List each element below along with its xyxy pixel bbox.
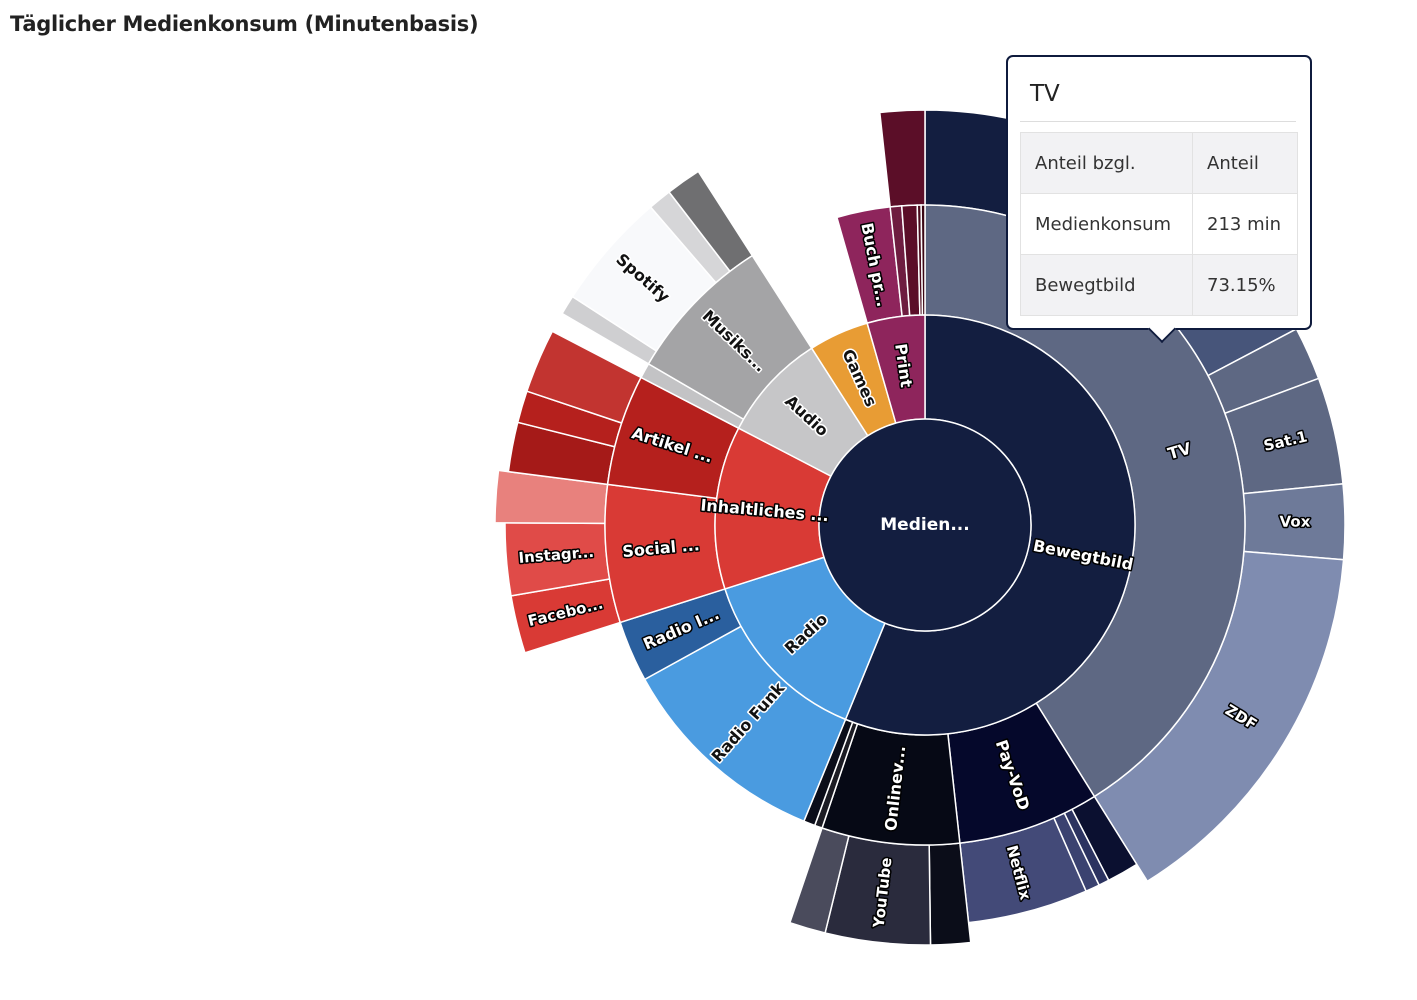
tooltip-divider (1020, 121, 1296, 122)
center: Medien... (818, 418, 1032, 632)
tooltip-row: Medienkonsum 213 min (1020, 193, 1298, 255)
tooltip-cell: Anteil (1192, 132, 1298, 194)
center-circle[interactable] (818, 418, 1032, 632)
tooltip-row: Bewegtbild 73.15% (1020, 254, 1298, 316)
inner-ring (714, 314, 1136, 736)
tooltip-cell: Anteil bzgl. (1020, 132, 1193, 194)
tooltip-title: TV (1030, 81, 1060, 107)
tooltip: TV Anteil bzgl. Anteil Medienkonsum 213 … (1006, 55, 1312, 344)
segment-minor[interactable] (878, 109, 926, 208)
tooltip-header-row: Anteil bzgl. Anteil (1020, 132, 1298, 194)
middle-ring (604, 204, 1246, 846)
tooltip-cell: Medienkonsum (1020, 193, 1193, 255)
tooltip-table: Anteil bzgl. Anteil Medienkonsum 213 min… (1020, 132, 1298, 316)
tooltip-cell: 73.15% (1192, 254, 1298, 316)
segment-minor[interactable] (920, 204, 926, 316)
tooltip-cell: Bewegtbild (1020, 254, 1193, 316)
chart-title: Täglicher Medienkonsum (Minutenbasis) (10, 12, 479, 36)
center-label: Medien... (880, 515, 969, 535)
tooltip-cell: 213 min (1192, 193, 1298, 255)
segment-label: Vox (1280, 513, 1311, 531)
